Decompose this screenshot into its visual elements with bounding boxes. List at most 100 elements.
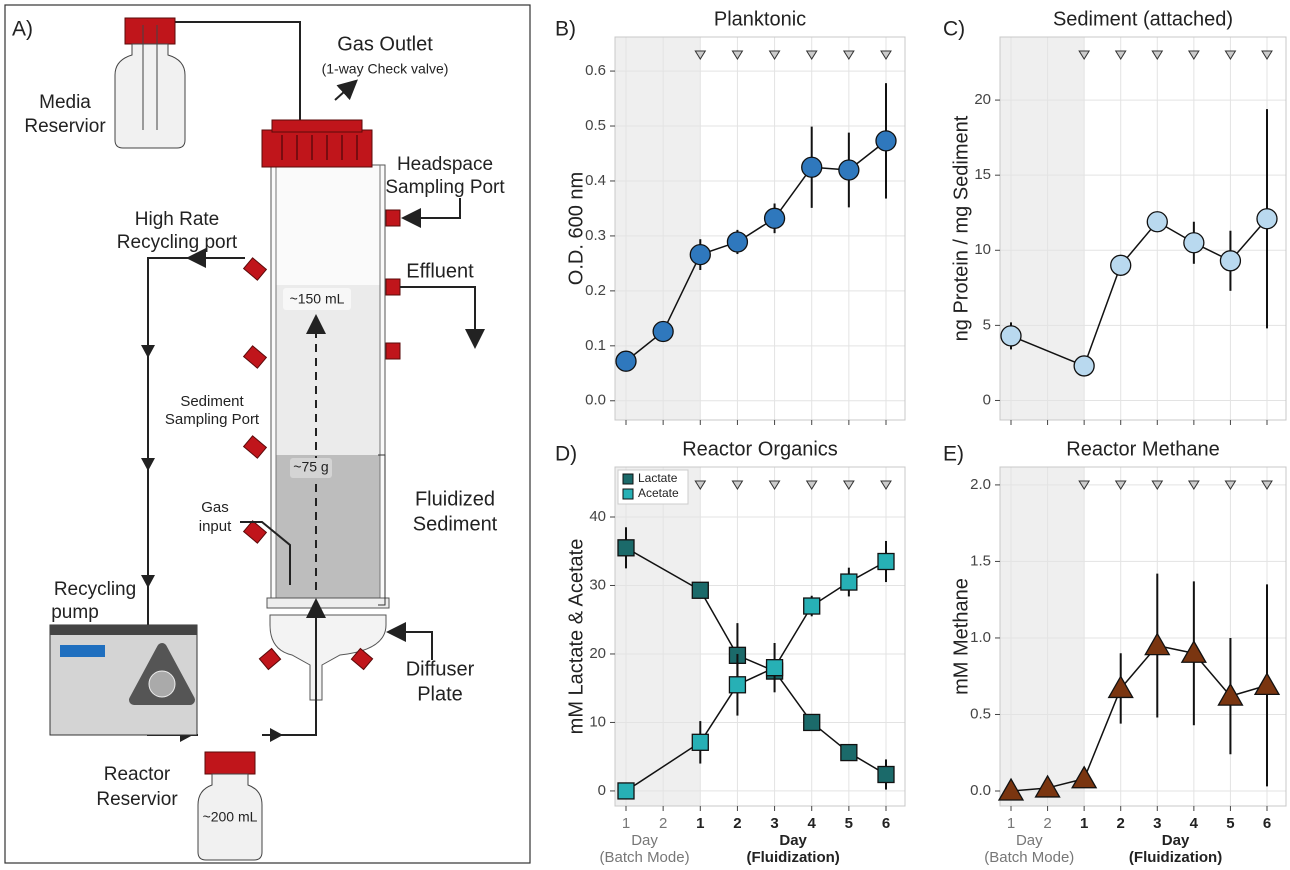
port (242, 520, 268, 544)
liquid (276, 285, 380, 455)
y-tick-label: 30 (589, 576, 606, 593)
media-line (150, 21, 301, 122)
y-tick-label: 2.0 (970, 476, 991, 493)
label: Sediment (180, 393, 244, 410)
batch-shade (1000, 467, 1085, 806)
data-point (1071, 765, 1098, 789)
x-tick-label: 3 (770, 815, 778, 832)
sampling-marker (1261, 480, 1273, 490)
port (242, 257, 268, 281)
data-point (877, 765, 895, 784)
plot-frame (614, 36, 906, 421)
data-point (803, 597, 821, 615)
media-bottle (114, 43, 186, 149)
line-segment (625, 547, 701, 591)
line-segment (625, 741, 701, 792)
panel-label: C) (943, 18, 965, 41)
sampling-marker (694, 50, 707, 60)
sampling-marker (880, 50, 892, 60)
x-tick-label: 2 (733, 815, 741, 832)
label: (1-way Check valve) (322, 61, 449, 77)
data-point (875, 130, 897, 152)
y-tick-label: 0.0 (585, 392, 606, 409)
sampling-marker (1187, 480, 1200, 490)
sampling-marker (1078, 50, 1091, 60)
data-point (801, 156, 823, 178)
label: Recycling (54, 579, 136, 600)
label: Reservior (24, 116, 106, 137)
sampling-marker (880, 480, 892, 490)
y-axis-label: mM Methane (950, 578, 972, 695)
x-tick-label: 1 (1080, 815, 1088, 832)
sampling-marker (1187, 50, 1200, 60)
sampling-marker (842, 50, 855, 60)
label: Sampling Port (165, 411, 260, 428)
x-group-note: (Batch Mode) (984, 849, 1074, 866)
arrow (400, 286, 485, 349)
line-segment (662, 254, 701, 332)
chart-title: Reactor Methane (1066, 438, 1219, 460)
flange (266, 597, 390, 609)
line-segment (1083, 688, 1122, 780)
chart-panel: 0 10 20 30 40 Reactor Organics mM Lactate & Ac… (565, 438, 906, 866)
label: ~150 mL (290, 291, 345, 307)
bottle-cap (204, 751, 256, 775)
panel-label: D) (555, 443, 577, 466)
data-point (1073, 355, 1095, 377)
cap-ridges (281, 135, 358, 160)
sampling-marker (1114, 480, 1127, 490)
sampling-marker (1224, 480, 1237, 490)
data-point (617, 782, 635, 800)
data-point (691, 581, 709, 599)
data-point (1217, 682, 1244, 706)
x-group-label: Day (631, 832, 658, 849)
batch-shade (1000, 37, 1085, 420)
port (385, 209, 401, 227)
sampling-marker (1224, 50, 1237, 60)
label: Media (39, 92, 91, 113)
port (258, 647, 282, 671)
port (385, 342, 401, 360)
reservoir-bottle (197, 773, 263, 861)
y-tick-label: 1.0 (970, 629, 991, 646)
plot-frame (614, 466, 906, 807)
data-point (615, 350, 637, 372)
y-axis-label: O.D. 600 nm (565, 172, 587, 285)
port (350, 647, 374, 671)
gas-line (240, 521, 291, 585)
panel-label: B) (555, 18, 576, 41)
bottle-cap (124, 17, 176, 45)
arrow (334, 79, 358, 101)
legend-label: Acetate (638, 486, 679, 500)
data-point (997, 777, 1025, 801)
x-group-note: (Batch Mode) (600, 849, 690, 866)
y-axis-label: mM Lactate & Acetate (565, 539, 587, 735)
data-point (1183, 232, 1205, 254)
plot-frame (999, 36, 1287, 421)
x-group-note: (Fluidization) (1129, 849, 1222, 866)
label: Plate (417, 683, 463, 705)
chart-title: Reactor Organics (682, 438, 838, 460)
label: Reservior (96, 789, 178, 810)
label: Gas Outlet (337, 33, 433, 55)
y-axis-label: ng Protein / mg Sediment (950, 115, 972, 341)
y-tick-label: 0.3 (585, 227, 606, 244)
y-tick-label: 5 (983, 316, 991, 333)
chart-title: Sediment (attached) (1053, 8, 1233, 30)
y-tick-label: 0.5 (585, 117, 606, 134)
y-tick-label: 0.5 (970, 705, 991, 722)
x-tick-label: 1 (696, 815, 704, 832)
x-tick-label: 2 (659, 815, 667, 832)
y-tick-label: 40 (589, 508, 606, 525)
data-point (840, 573, 858, 591)
data-point (1144, 632, 1171, 656)
y-tick-label: 20 (974, 91, 991, 108)
sampling-marker (731, 480, 744, 490)
x-tick-label: 2 (1117, 815, 1125, 832)
data-point (838, 159, 860, 181)
sampling-marker (731, 50, 744, 60)
reactor-diagram: A) Media Reservior Gas Outlet (1-way Che… (4, 4, 531, 864)
data-point (691, 733, 709, 751)
